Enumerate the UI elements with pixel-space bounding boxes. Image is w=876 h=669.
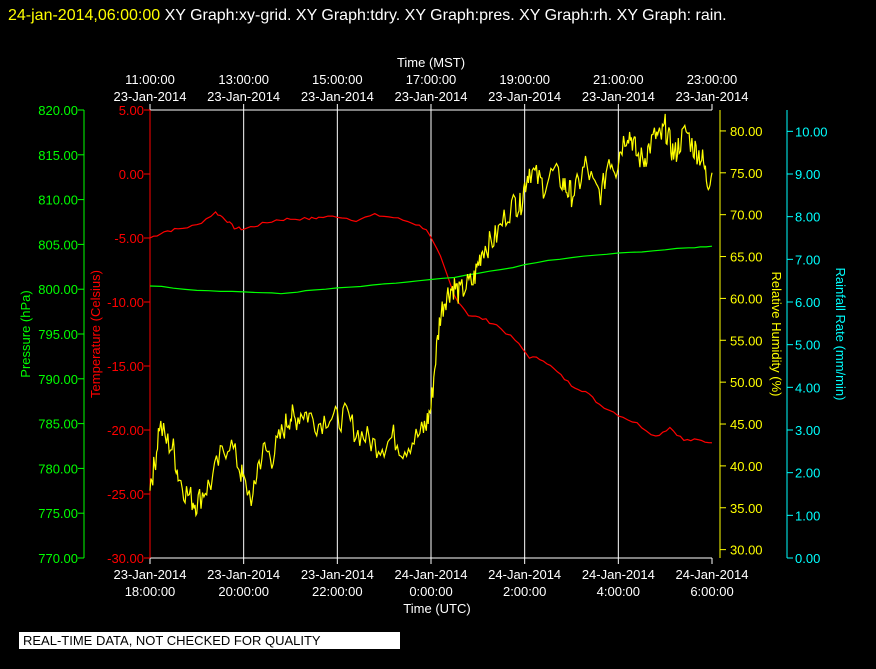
humidity-tick-label: 55.00: [730, 333, 763, 348]
quality-disclaimer: REAL-TIME DATA, NOT CHECKED FOR QUALITY: [19, 632, 400, 649]
x-bottom-tick-label-date: 23-Jan-2014: [114, 567, 187, 582]
temperature-tick-label: -25.00: [107, 487, 144, 502]
data-series: [149, 113, 713, 518]
x-top-tick-label-time: 13:00:00: [218, 72, 269, 87]
pressure-tick-label: 815.00: [38, 148, 78, 163]
temperature-tick-label: -15.00: [107, 359, 144, 374]
humidity-tick-label: 35.00: [730, 501, 763, 516]
rain-tick-label: 2.00: [795, 466, 820, 481]
x-bottom-tick-label-time: 4:00:00: [597, 584, 640, 599]
temperature-tick-label: 5.00: [119, 103, 144, 118]
x-top-tick-label-date: 23-Jan-2014: [488, 89, 561, 104]
x-top-tick-label-time: 11:00:00: [125, 72, 175, 87]
rain-tick-label: 3.00: [795, 423, 820, 438]
x-top-tick-label-date: 23-Jan-2014: [114, 89, 187, 104]
rain-axis-title: Rainfall Rate (mm/min): [833, 268, 848, 401]
humidity-tick-label: 50.00: [730, 375, 763, 390]
pressure-tick-label: 820.00: [38, 103, 78, 118]
header-timestamp: 24-jan-2014,06:00:00: [8, 7, 161, 24]
x-top-tick-label-time: 19:00:00: [499, 72, 550, 87]
humidity-tick-label: 40.00: [730, 459, 763, 474]
axis-labels: Time (MST) Time (UTC) 11:00:00 23-Jan-2014 2…: [18, 55, 848, 616]
rain-tick-label: 9.00: [795, 167, 820, 182]
header-description: XY Graph:xy-grid. XY Graph:tdry. XY Grap…: [164, 7, 727, 24]
x-bottom-tick-label-date: 23-Jan-2014: [301, 567, 374, 582]
x-top-tick-label-date: 23-Jan-2014: [582, 89, 655, 104]
pressure-tick-label: 805.00: [38, 237, 78, 252]
pressure-axis-title: Pressure (hPa): [18, 290, 33, 377]
humidity-tick-label: 30.00: [730, 543, 763, 558]
pressure-tick-label: 785.00: [38, 417, 78, 432]
humidity-tick-label: 70.00: [730, 208, 763, 223]
x-top-tick-label-date: 23-Jan-2014: [207, 89, 280, 104]
x-top-axis-title: Time (MST): [397, 55, 465, 70]
rain-tick-label: 1.00: [795, 508, 820, 523]
x-bottom-tick-label-date: 24-Jan-2014: [488, 567, 561, 582]
rain-tick-label: 4.00: [795, 380, 820, 395]
pressure-tick-label: 800.00: [38, 282, 78, 297]
temperature-tick-label: -5.00: [114, 231, 144, 246]
vertical-grid: [243, 110, 619, 558]
rain-tick-label: 10.00: [795, 124, 828, 139]
rain-tick-label: 0.00: [795, 551, 820, 566]
rain-tick-label: 5.00: [795, 338, 820, 353]
pressure-tick-label: 795.00: [38, 327, 78, 342]
humidity-tick-label: 60.00: [730, 291, 763, 306]
x-top-tick-label-date: 23-Jan-2014: [301, 89, 374, 104]
pressure-tick-label: 770.00: [38, 551, 78, 566]
temperature-tick-label: 0.00: [119, 167, 144, 182]
x-top-tick-label-time: 21:00:00: [593, 72, 644, 87]
x-top-tick-label-time: 23:00:00: [687, 72, 738, 87]
rain-tick-label: 7.00: [795, 252, 820, 267]
temperature-tick-label: -10.00: [107, 295, 144, 310]
axes: [78, 104, 793, 564]
temperature-tick-label: -30.00: [107, 551, 144, 566]
x-bottom-tick-label-time: 20:00:00: [218, 584, 269, 599]
pressure-tick-label: 775.00: [38, 506, 78, 521]
pressure-tick-label: 810.00: [38, 193, 78, 208]
humidity-axis-title: Relative Humidity (%): [769, 272, 784, 397]
rain-tick-label: 8.00: [795, 210, 820, 225]
temperature-series-line: [149, 210, 713, 444]
x-bottom-tick-label-time: 2:00:00: [503, 584, 546, 599]
humidity-tick-label: 65.00: [730, 250, 763, 265]
humidity-series-line: [149, 113, 713, 518]
pressure-series-line: [149, 245, 713, 295]
x-bottom-tick-label-date: 24-Jan-2014: [676, 567, 749, 582]
pressure-tick-label: 790.00: [38, 372, 78, 387]
temperature-tick-label: -20.00: [107, 423, 144, 438]
humidity-tick-label: 45.00: [730, 417, 763, 432]
x-bottom-tick-label-date: 24-Jan-2014: [395, 567, 468, 582]
x-top-tick-label-date: 23-Jan-2014: [395, 89, 468, 104]
x-bottom-tick-label-time: 0:00:00: [409, 584, 452, 599]
x-bottom-tick-label-date: 24-Jan-2014: [582, 567, 655, 582]
x-bottom-tick-label-time: 6:00:00: [690, 584, 733, 599]
x-top-tick-label-time: 15:00:00: [312, 72, 363, 87]
humidity-tick-label: 80.00: [730, 124, 763, 139]
x-bottom-tick-label-date: 23-Jan-2014: [207, 567, 280, 582]
humidity-tick-label: 75.00: [730, 166, 763, 181]
x-top-tick-label-time: 17:00:00: [406, 72, 457, 87]
temperature-axis-title: Temperature (Celsius): [88, 270, 103, 398]
pressure-tick-label: 780.00: [38, 461, 78, 476]
graph-header: 24-jan-2014,06:00:00 XY Graph:xy-grid. X…: [8, 2, 868, 29]
x-bottom-axis-title: Time (UTC): [403, 601, 470, 616]
x-top-tick-label-date: 23-Jan-2014: [676, 89, 749, 104]
x-bottom-tick-label-time: 22:00:00: [312, 584, 363, 599]
x-bottom-tick-label-time: 18:00:00: [125, 584, 176, 599]
rain-tick-label: 6.00: [795, 295, 820, 310]
